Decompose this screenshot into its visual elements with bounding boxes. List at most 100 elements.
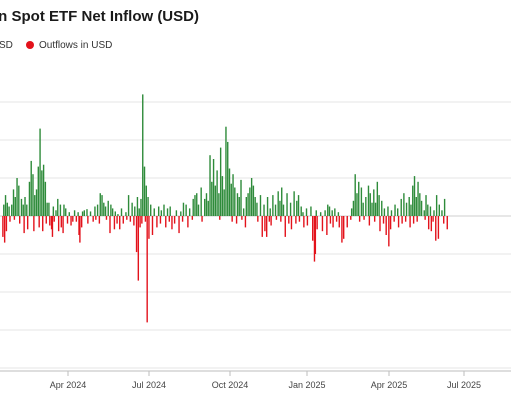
bar-outflow[interactable]	[119, 216, 121, 230]
bar-inflow[interactable]	[302, 212, 304, 216]
bar-inflow[interactable]	[282, 204, 285, 216]
bar-inflow[interactable]	[125, 212, 127, 216]
bar-outflow[interactable]	[219, 216, 221, 220]
bar-inflow[interactable]	[245, 197, 248, 216]
bar-outflow[interactable]	[338, 216, 340, 228]
bar-outflow[interactable]	[148, 216, 150, 239]
bar-inflow[interactable]	[232, 174, 234, 216]
bar-inflow[interactable]	[209, 155, 211, 216]
bar-inflow[interactable]	[86, 209, 88, 216]
bar-inflow[interactable]	[216, 170, 218, 216]
bar-outflow[interactable]	[290, 216, 293, 230]
bar-outflow[interactable]	[50, 216, 53, 230]
bar-inflow[interactable]	[182, 202, 185, 216]
bar-outflow[interactable]	[57, 216, 60, 232]
bar-outflow[interactable]	[416, 216, 418, 222]
bar-inflow[interactable]	[73, 210, 76, 216]
bar-inflow[interactable]	[225, 126, 227, 216]
bar-outflow[interactable]	[373, 216, 376, 222]
bar-inflow[interactable]	[18, 185, 20, 216]
bar-inflow[interactable]	[427, 204, 429, 216]
bar-inflow[interactable]	[99, 193, 101, 216]
bar-outflow[interactable]	[98, 216, 101, 224]
bar-outflow[interactable]	[280, 216, 282, 222]
bar-outflow[interactable]	[257, 216, 259, 222]
bar-inflow[interactable]	[16, 178, 18, 216]
bar-outflow[interactable]	[5, 216, 8, 232]
bar-inflow[interactable]	[247, 193, 249, 216]
bar-inflow[interactable]	[103, 202, 105, 216]
bar-inflow[interactable]	[410, 204, 412, 216]
bar-inflow[interactable]	[6, 202, 9, 216]
bar-inflow[interactable]	[94, 206, 96, 217]
bar-outflow[interactable]	[284, 216, 286, 237]
bar-inflow[interactable]	[160, 210, 163, 216]
bar-inflow[interactable]	[443, 198, 446, 216]
bar-inflow[interactable]	[20, 198, 23, 216]
bar-outflow[interactable]	[146, 216, 148, 323]
bar-outflow[interactable]	[358, 216, 361, 222]
bar-outflow[interactable]	[326, 216, 328, 235]
bar-inflow[interactable]	[200, 187, 202, 217]
bar-outflow[interactable]	[446, 216, 448, 230]
bar-outflow[interactable]	[321, 216, 324, 232]
bar-inflow[interactable]	[390, 210, 393, 216]
bar-outflow[interactable]	[141, 216, 143, 224]
bar-inflow[interactable]	[11, 204, 13, 216]
bar-outflow[interactable]	[191, 216, 194, 220]
bar-inflow[interactable]	[352, 200, 355, 216]
bar-inflow[interactable]	[214, 185, 217, 216]
bar-outflow[interactable]	[168, 216, 171, 222]
bar-inflow[interactable]	[12, 189, 15, 216]
bar-outflow[interactable]	[9, 216, 11, 222]
bar-outflow[interactable]	[265, 216, 268, 237]
bar-inflow[interactable]	[32, 174, 34, 216]
bar-inflow[interactable]	[101, 195, 103, 216]
bar-inflow[interactable]	[81, 211, 84, 216]
bar-inflow[interactable]	[28, 181, 31, 216]
bar-inflow[interactable]	[331, 210, 333, 216]
bar-inflow[interactable]	[266, 197, 269, 216]
bar-outflow[interactable]	[173, 216, 176, 224]
bar-inflow[interactable]	[234, 187, 236, 217]
bar-outflow[interactable]	[316, 216, 318, 230]
bar-outflow[interactable]	[66, 216, 69, 224]
bar-inflow[interactable]	[297, 195, 300, 216]
bar-outflow[interactable]	[3, 216, 6, 243]
bar-inflow[interactable]	[3, 204, 5, 216]
bar-inflow[interactable]	[360, 187, 363, 217]
bar-outflow[interactable]	[187, 216, 189, 228]
bar-inflow[interactable]	[194, 195, 196, 216]
bar-inflow[interactable]	[96, 204, 99, 216]
bar-inflow[interactable]	[150, 204, 152, 216]
bar-inflow[interactable]	[358, 181, 360, 216]
bar-outflow[interactable]	[75, 216, 78, 222]
bar-inflow[interactable]	[387, 206, 389, 217]
bar-inflow[interactable]	[197, 204, 200, 216]
bar-inflow[interactable]	[354, 174, 356, 216]
bar-inflow[interactable]	[207, 200, 209, 216]
bar-inflow[interactable]	[254, 197, 256, 216]
bar-inflow[interactable]	[412, 185, 414, 216]
bar-inflow[interactable]	[104, 206, 107, 217]
bar-inflow[interactable]	[120, 208, 123, 216]
bar-outflow[interactable]	[109, 216, 111, 234]
bar-inflow[interactable]	[371, 202, 373, 216]
bar-inflow[interactable]	[83, 210, 86, 216]
bar-inflow[interactable]	[356, 193, 358, 216]
bar-outflow[interactable]	[385, 216, 387, 235]
bar-outflow[interactable]	[231, 216, 233, 222]
bar-inflow[interactable]	[279, 200, 281, 216]
bar-inflow[interactable]	[77, 212, 79, 216]
bar-inflow[interactable]	[383, 208, 386, 216]
bar-inflow[interactable]	[204, 198, 206, 216]
bar-inflow[interactable]	[413, 176, 416, 216]
bar-inflow[interactable]	[111, 208, 114, 216]
bar-inflow[interactable]	[166, 208, 169, 216]
bar-inflow[interactable]	[274, 204, 277, 216]
bar-outflow[interactable]	[19, 216, 21, 224]
bar-outflow[interactable]	[105, 216, 108, 220]
bar-outflow[interactable]	[388, 216, 390, 247]
bar-outflow[interactable]	[298, 216, 301, 222]
bar-outflow[interactable]	[72, 216, 74, 222]
